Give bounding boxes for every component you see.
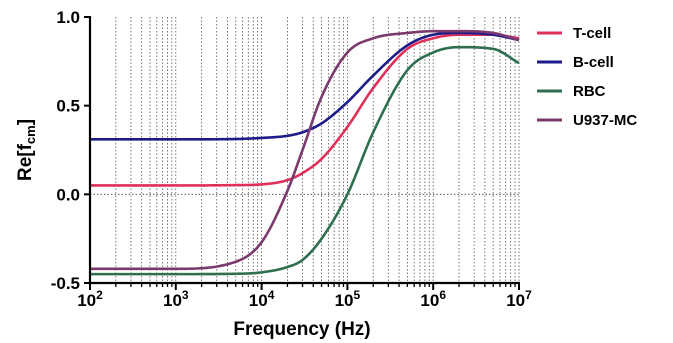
y-axis-title-sub: cm bbox=[23, 125, 38, 144]
legend-label: U937-MC bbox=[573, 112, 637, 129]
series-line-t-cell bbox=[90, 33, 520, 187]
y-tick-labels: -0.5 0.0 0.5 1.0 bbox=[51, 8, 80, 293]
legend-label: RBC bbox=[573, 83, 606, 100]
legend: T-cell B-cell RBC U937-MC bbox=[537, 25, 637, 129]
y-tick-label: 0.0 bbox=[56, 185, 80, 204]
x-tick-label: 104 bbox=[249, 288, 275, 310]
y-axis-title-main: Re[f bbox=[15, 143, 36, 181]
y-axis-title: Re[fcm] bbox=[15, 119, 38, 181]
legend-label: T-cell bbox=[573, 25, 611, 42]
y-tick-label: 0.5 bbox=[56, 97, 80, 116]
x-tick-label: 102 bbox=[77, 288, 103, 310]
legend-label: B-cell bbox=[573, 54, 614, 71]
series-line-b-cell bbox=[90, 31, 520, 141]
y-axis-title-close: ] bbox=[15, 119, 36, 125]
x-tick-label: 107 bbox=[506, 288, 532, 310]
x-axis-title: Frequency (Hz) bbox=[233, 319, 370, 340]
y-tick-label: -0.5 bbox=[51, 274, 80, 293]
series-line-rbc bbox=[90, 45, 520, 276]
x-tick-label: 106 bbox=[420, 288, 446, 310]
axes-layer bbox=[84, 16, 520, 290]
series-layer bbox=[90, 29, 520, 276]
y-tick-label: 1.0 bbox=[56, 8, 80, 27]
series-line-u937-mc bbox=[90, 29, 520, 271]
x-tick-label: 103 bbox=[163, 288, 189, 310]
grid-layer bbox=[115, 17, 520, 283]
x-tick-label: 105 bbox=[335, 288, 361, 310]
x-tick-labels: 102 103 104 105 106 107 bbox=[77, 288, 532, 310]
